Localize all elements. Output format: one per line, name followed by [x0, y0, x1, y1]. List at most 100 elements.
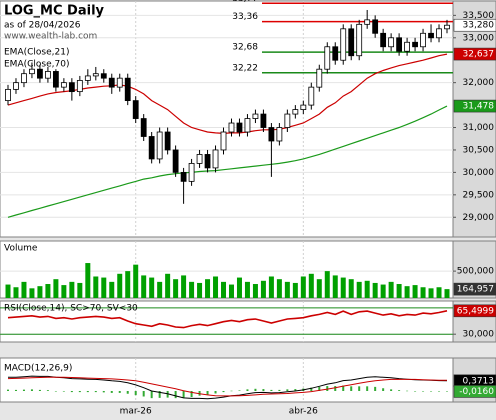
- volume-bar: [276, 279, 282, 298]
- volume-bar: [332, 275, 338, 298]
- macd-histogram-bar: [150, 391, 153, 399]
- candle-body: [13, 82, 19, 90]
- volume-bar: [189, 281, 195, 298]
- legend-entry: EMA(Close,70): [4, 60, 69, 70]
- macd-histogram-bar: [262, 389, 265, 391]
- macd-histogram-bar: [310, 387, 313, 391]
- volume-bar: [372, 282, 378, 298]
- candle-body: [196, 154, 203, 164]
- macd-histogram-bar: [46, 390, 49, 391]
- volume-bar: [29, 288, 35, 298]
- macd-histogram-bar: [14, 389, 17, 391]
- candle-body: [260, 113, 267, 128]
- candle-body: [220, 131, 227, 151]
- macd-histogram-bar: [134, 391, 137, 396]
- macd-histogram-bar: [350, 386, 353, 391]
- volume-bar: [396, 284, 402, 298]
- candle-body: [52, 71, 59, 88]
- panel-title: RSI(Close,14), SC>70, SV<30: [4, 304, 138, 314]
- candle-body: [268, 127, 275, 142]
- candle-body: [76, 80, 83, 93]
- candle-body: [428, 32, 434, 39]
- volume-bar: [13, 287, 19, 298]
- macd-histogram-bar: [414, 391, 417, 392]
- macd-histogram-bar: [398, 390, 401, 391]
- candle-body: [292, 109, 299, 115]
- y-tick-label: 500,000: [457, 267, 494, 277]
- volume-bar: [109, 281, 115, 298]
- macd-histogram-bar: [286, 389, 289, 391]
- macd-histogram-bar: [270, 389, 273, 391]
- candle-body: [156, 131, 163, 160]
- macd-histogram-bar: [278, 389, 281, 391]
- macd-histogram-bar: [374, 386, 377, 391]
- candle-body: [37, 68, 43, 79]
- candle-body: [228, 122, 235, 133]
- x-tick-label: mar-26: [120, 407, 152, 417]
- volume-bar: [244, 281, 250, 298]
- volume-bar: [324, 271, 330, 298]
- macd-histogram-bar: [382, 388, 385, 391]
- volume-bar: [268, 276, 274, 298]
- volume-bar: [45, 284, 51, 298]
- volume-bar: [117, 273, 123, 298]
- candle-body: [21, 73, 27, 84]
- volume-bar: [5, 284, 11, 298]
- panel-title: Volume: [4, 244, 38, 254]
- y-tick-label: 32,000: [463, 78, 495, 88]
- last-value-label: 32,637: [463, 50, 495, 60]
- candle-body: [108, 77, 115, 88]
- volume-bar: [252, 284, 258, 298]
- candle-body: [124, 77, 131, 102]
- volume-bar: [340, 277, 346, 298]
- volume-bar: [37, 286, 43, 298]
- y-tick-label: 29,500: [463, 190, 495, 200]
- macd-histogram-bar: [422, 391, 425, 392]
- level-label: 32,22: [232, 63, 258, 73]
- volume-bar: [77, 282, 83, 298]
- macd-histogram-bar: [318, 386, 321, 391]
- candle-body: [388, 37, 395, 48]
- candle-body: [45, 71, 51, 79]
- volume-bar: [85, 263, 91, 298]
- macd-histogram-bar: [22, 389, 25, 391]
- volume-bar: [300, 276, 306, 298]
- macd-histogram-bar: [326, 386, 329, 391]
- last-value-label: 0,3713: [463, 376, 495, 386]
- volume-bar: [380, 284, 386, 298]
- volume-bar: [228, 284, 234, 298]
- macd-histogram-bar: [54, 391, 57, 392]
- candle-body: [180, 171, 187, 182]
- candle-body: [308, 86, 315, 106]
- macd-histogram-bar: [30, 389, 33, 391]
- ema-line: [7, 105, 448, 218]
- volume-bar: [428, 288, 434, 298]
- volume-bar: [165, 273, 171, 298]
- candle-body: [348, 28, 355, 57]
- macd-histogram-bar: [238, 390, 241, 391]
- macd-histogram-bar: [158, 391, 161, 398]
- axis-strip: [452, 0, 496, 238]
- candle-body: [132, 100, 139, 119]
- last-value-label: -0,0160: [459, 387, 494, 397]
- y-tick-label: 29,000: [463, 213, 495, 223]
- volume-bar: [236, 277, 242, 298]
- macd-histogram-bar: [174, 391, 177, 399]
- volume-bar: [141, 275, 147, 298]
- y-tick-label: 33,000: [463, 33, 495, 43]
- macd-histogram-bar: [334, 386, 337, 391]
- volume-bar: [292, 282, 298, 298]
- macd-histogram-bar: [438, 391, 441, 392]
- level-label: 32,68: [232, 43, 258, 53]
- chart-title: LOG_MC Daily: [4, 4, 105, 19]
- macd-histogram-bar: [182, 391, 185, 399]
- candle-body: [188, 163, 195, 182]
- macd-histogram-bar: [246, 389, 249, 391]
- volume-bar: [420, 287, 426, 298]
- volume-bar: [308, 273, 314, 298]
- candle-body: [436, 28, 442, 39]
- macd-histogram-bar: [342, 385, 345, 391]
- macd-histogram-bar: [38, 389, 41, 391]
- candle-body: [236, 122, 243, 133]
